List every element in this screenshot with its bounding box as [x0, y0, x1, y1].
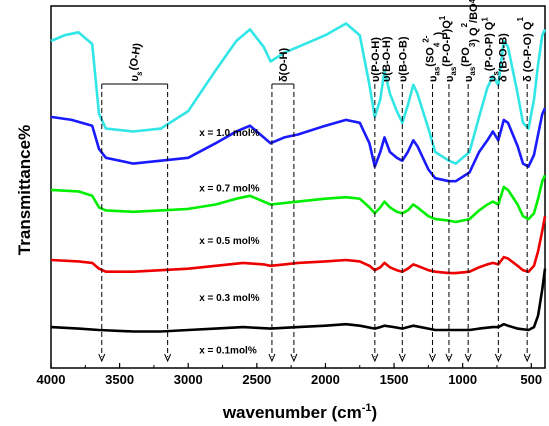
plot-frame	[50, 5, 546, 369]
band-label: υas(PO3) Q2/BO4	[460, 0, 480, 82]
band-label: δ (B-O-B)	[497, 33, 509, 82]
curve-label: x = 0.3 mol%	[199, 293, 259, 304]
band-label: υ(B-O-H)	[381, 36, 393, 82]
band-arrowhead	[371, 353, 379, 363]
x-tick-label: 3000	[174, 372, 203, 387]
band-annotation-vas-so4: υas(SO42-)	[421, 32, 444, 363]
band-annotation-v-boh: υ(B-O-H)	[381, 36, 393, 82]
band-label: δ (O-P-O) Q1	[516, 17, 534, 82]
y-axis-title: Transmittance%	[15, 125, 34, 255]
band-label: υas(P-O-P)Q1	[438, 15, 458, 82]
series-line	[50, 268, 547, 333]
band-annotation-delta-oh: δ(O-H)	[268, 48, 298, 363]
x-tick-label: 4000	[37, 372, 66, 387]
band-arrowhead	[464, 353, 472, 363]
band-annotation-vs-oh: υs(O-H)	[98, 42, 172, 363]
band-arrowhead	[523, 353, 531, 363]
curve-label: x = 0.7 mol%	[199, 183, 259, 194]
band-arrowhead	[429, 353, 436, 363]
x-tick-label: 1000	[448, 372, 477, 387]
x-axis-title: wavenumber (cm-1)	[222, 402, 377, 422]
curve-label: x = 0.5 mol%	[199, 236, 259, 247]
series-line	[50, 107, 547, 183]
band-annotation-v-bob: υ(B-O-B)	[397, 36, 409, 363]
x-tick-label: 2500	[242, 372, 271, 387]
band-arrowhead	[494, 353, 502, 363]
band-arrowhead	[268, 353, 276, 363]
band-label: υs(P-O-P) Q1	[480, 17, 500, 82]
x-tick-label: 1500	[380, 372, 409, 387]
band-arrowhead	[290, 353, 298, 363]
band-annotation-vas-pop-q1: υas(P-O-P)Q1	[438, 15, 458, 363]
series-line	[50, 215, 547, 275]
band-arrowhead	[398, 353, 406, 363]
band-annotation-delta-bob: δ (B-O-B)	[494, 33, 509, 363]
band-annotation-v-poh: υ(P-O-H)	[370, 37, 382, 363]
band-arrowhead	[98, 353, 106, 363]
curve-label: x = 0.1mol%	[199, 345, 257, 356]
band-annotation-vas-po3-q2-bo4: υas(PO3) Q2/BO4	[460, 0, 480, 363]
curve-label: x = 1.0 mol%	[199, 128, 259, 139]
band-annotation-vs-pop-q1: υs(P-O-P) Q1	[480, 17, 500, 82]
band-arrowhead	[164, 353, 172, 363]
band-label: υs(O-H)	[126, 42, 149, 83]
series-line	[50, 22, 547, 165]
band-annotation-delta-opo-q1: δ (O-P-O) Q1	[516, 17, 534, 363]
band-label: δ(O-H)	[278, 48, 290, 82]
x-tick-label: 2000	[311, 372, 340, 387]
series-line	[50, 174, 547, 224]
x-tick-label: 500	[520, 372, 542, 387]
band-label: υ(B-O-B)	[397, 36, 409, 82]
x-tick-label: 3500	[105, 372, 134, 387]
band-arrowhead	[445, 353, 453, 363]
band-label: υas(SO42-)	[421, 32, 444, 82]
band-label: υ(P-O-H)	[370, 37, 382, 82]
